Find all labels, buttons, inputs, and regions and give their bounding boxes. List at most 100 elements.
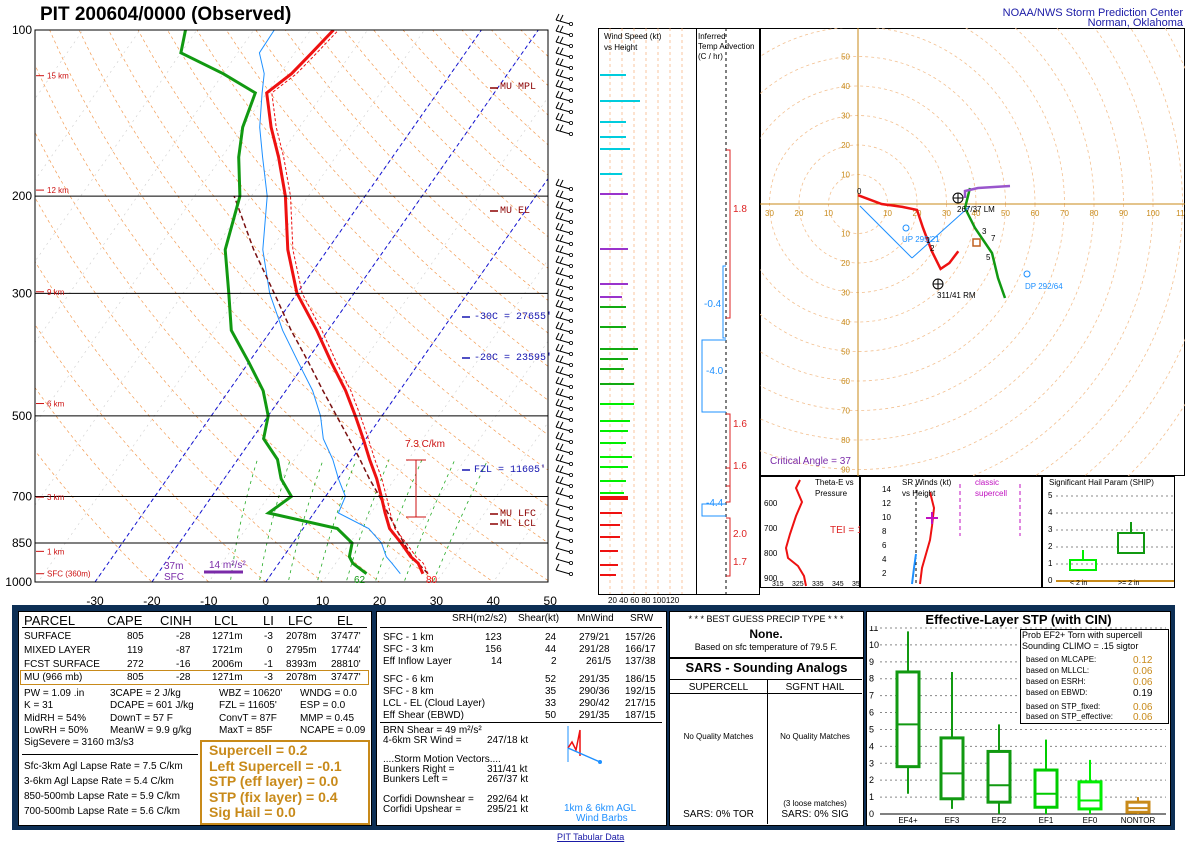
wind-barb-flag	[559, 311, 564, 319]
sfc-dewpoint-label: 62	[354, 575, 366, 586]
stp-y-label: 4	[869, 741, 874, 751]
kin-row: Eff Inflow Layer 14 2 261/5 137/38	[383, 656, 665, 668]
wind-barb-origin	[569, 263, 574, 268]
wind-barb-flag	[555, 398, 560, 406]
hodo-tick-label: 30	[841, 112, 850, 121]
srwind-low-line	[911, 553, 917, 585]
wind-speed-bar	[600, 383, 634, 385]
wind-barb-flag	[559, 201, 564, 209]
wind-barb-flag	[559, 124, 564, 132]
corfidi-up-value: 295/21 kt	[487, 804, 529, 815]
wind-barb-flag	[559, 366, 564, 374]
wind-barb-flag	[559, 377, 564, 385]
wind-barb-flag	[559, 256, 564, 264]
cell: 1271m	[212, 672, 243, 683]
wind-barb-flag	[555, 541, 560, 549]
wind-barb-flag	[559, 80, 564, 88]
mu-row-highlight	[20, 670, 369, 685]
temp-tick-label: 10	[316, 594, 330, 608]
wind-barb	[555, 459, 571, 465]
dry-adiabat	[49, 30, 548, 581]
cell: 2	[551, 656, 557, 667]
bunkers-left-label: Bunkers Left =	[383, 774, 448, 785]
cell: 186/15	[625, 674, 656, 685]
wind-barb	[555, 437, 571, 443]
temp-tick-label: -10	[200, 594, 218, 608]
kinematic-panel	[376, 611, 667, 826]
wind-barb-flag	[559, 245, 564, 253]
temp-tick-label: 20	[373, 594, 387, 608]
wind-barb	[555, 129, 571, 135]
tadv-val-3: -4.0	[706, 366, 724, 377]
cell: -1	[264, 659, 273, 670]
srwind-y-label: 14	[882, 485, 891, 494]
cell: 0	[267, 645, 273, 656]
stp-category-label: EF2	[992, 816, 1007, 824]
wind-barb-origin	[569, 351, 574, 356]
wind-barb-flag	[555, 365, 560, 373]
up-label: UP 295/21	[902, 235, 940, 244]
wind-speed-ticks: 20 40 60 80 100120	[608, 596, 680, 605]
tabular-data-link[interactable]: PIT Tabular Data	[557, 832, 625, 842]
wind-speed-bar	[600, 524, 620, 526]
moist-adiabat	[403, 459, 456, 582]
wind-barb	[555, 195, 571, 201]
moist-adiabat	[374, 459, 423, 582]
wind-barb	[555, 184, 571, 190]
wind-barb-flag	[555, 288, 560, 296]
wind-barb-flag	[555, 464, 560, 472]
tadv-cold-bar	[701, 339, 726, 413]
cell: 17744'	[331, 645, 361, 656]
hodo-tick-label: 10	[841, 230, 850, 239]
sr46-value: 247/18 kt	[487, 735, 529, 746]
wind-barb-flag	[555, 266, 560, 274]
wind-barb	[555, 426, 571, 432]
wind-speed-bar	[600, 148, 630, 150]
wind-barb	[555, 118, 571, 124]
wind-barb-flag	[555, 453, 560, 461]
wind-barb-flag	[555, 90, 560, 98]
lapse-rate-label: 7.3 C/km	[405, 439, 446, 450]
wind-barb	[555, 569, 571, 575]
wind-barb-origin	[569, 318, 574, 323]
wind-barb-flag	[555, 244, 560, 252]
tadv-val-4: 1.6	[733, 419, 747, 430]
sars-nomatch-2: No Quality Matches	[780, 732, 850, 741]
header-mnwind: MnWind	[577, 613, 614, 624]
hodo-vector	[859, 205, 913, 259]
index-3cape: 3CAPE = 2 J/kg	[110, 688, 181, 699]
wind-barb-origin	[569, 285, 574, 290]
wind-barb	[555, 393, 571, 399]
dry-adiabat	[343, 30, 548, 238]
mu-lfc-label: MU LFC	[500, 509, 537, 520]
wind-barb-flag	[559, 212, 564, 220]
pressure-label: 700	[12, 489, 32, 503]
parcel-row: MIXED LAYER 119 -87 1721m 0 2795m 17744'	[24, 645, 369, 657]
wind-barb	[555, 415, 571, 421]
wind-barb-flag	[559, 36, 564, 44]
wind-barb	[555, 349, 571, 355]
stp-box	[895, 670, 921, 769]
pressure-label: 300	[12, 286, 32, 300]
cell: SFC - 1 km	[383, 632, 434, 643]
tadv-warm-bar	[726, 517, 731, 577]
virtual-temp-line	[271, 30, 429, 574]
pressure-label: 850	[12, 536, 32, 550]
indices-col-3: WBZ = 10620' FZL = 11605' ConvT = 87F Ma…	[219, 688, 282, 737]
page-title: PIT 200604/0000 (Observed)	[40, 4, 292, 25]
thetae-frame	[760, 476, 860, 588]
wetbulb-line	[258, 30, 401, 575]
lapse-36: 3-6km Agl Lapse Rate = 5.4 C/km	[24, 776, 174, 787]
critical-angle: Critical Angle = 37	[770, 456, 851, 467]
hodo-tick-label: 50	[1001, 209, 1010, 218]
dry-adiabat	[35, 260, 324, 582]
wind-barb	[555, 481, 571, 487]
height-label: 1 km	[47, 547, 65, 556]
kin-rule	[380, 722, 662, 723]
cell: 1721m	[212, 645, 243, 656]
moist-adiabat	[432, 459, 489, 582]
wind-speed-bar	[600, 564, 618, 566]
header-srh: SRH(m2/s2)	[452, 613, 508, 624]
dry-adiabat	[580, 30, 600, 594]
wind-speed-bar	[600, 512, 622, 514]
